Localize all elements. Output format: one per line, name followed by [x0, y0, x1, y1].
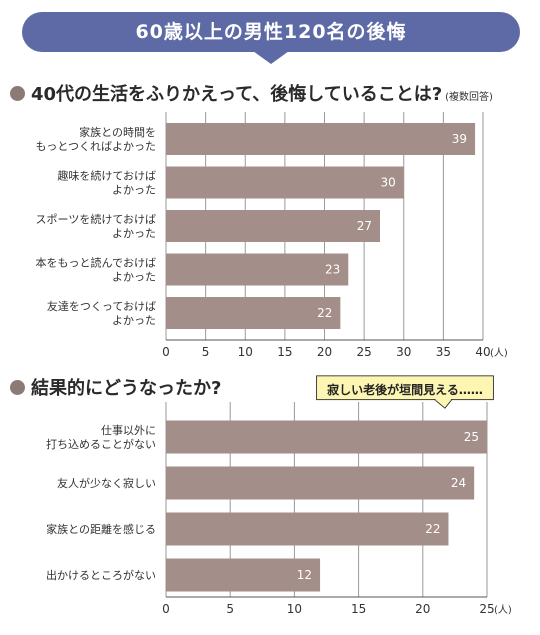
value-label: 12 [297, 568, 312, 582]
bar [166, 210, 380, 242]
section-1-heading: 40代の生活をふりかえって、後悔していることは? [31, 84, 443, 105]
banner-title: 60歳以上の男性120名の後悔 [135, 21, 407, 43]
tick-label: 25 [479, 602, 494, 616]
category-label: よかった [112, 271, 156, 284]
category-label: スポーツを続けておけば [36, 212, 156, 226]
value-label: 27 [357, 219, 372, 233]
section-2-heading: 結果的にどうなったか? [31, 378, 222, 399]
tick-label: 5 [202, 345, 210, 359]
section-1-title: 40代の生活をふりかえって、後悔していることは? (複数回答) [10, 80, 493, 106]
category-label: 友人が少なく寂しい [57, 476, 156, 490]
category-label: 友達をつくっておけば [47, 299, 156, 313]
category-label: よかった [112, 314, 156, 327]
callout-text: 寂しい老後が垣間見える…… [327, 383, 483, 397]
category-label: 出かけるところがない [46, 568, 156, 582]
value-label: 24 [451, 476, 466, 490]
bar [166, 420, 487, 454]
category-label: 家族との距離を感じる [46, 522, 156, 536]
category-label: 本をもっと読んでおけば [36, 256, 156, 270]
bar [166, 466, 475, 500]
category-label: 家族との時間を [79, 125, 156, 139]
bar [166, 512, 449, 546]
tick-label: 0 [162, 345, 170, 359]
bullet-dot-icon [10, 380, 25, 395]
bar [166, 166, 404, 199]
bar [166, 558, 321, 592]
section-1-note: (複数回答) [445, 92, 493, 103]
value-label: 23 [325, 263, 340, 277]
category-label: よかった [112, 184, 156, 197]
callout-bubble [316, 375, 494, 409]
tick-label: 0 [162, 602, 170, 616]
tick-label: 20 [415, 602, 430, 616]
tick-label: 35 [436, 345, 451, 359]
title-banner [22, 12, 520, 64]
unit-label: (人) [494, 604, 512, 616]
category-label: もっとつくればよかった [35, 140, 156, 153]
bar [166, 297, 341, 329]
tick-label: 30 [396, 345, 411, 359]
chart-regrets-40s: 39家族との時間をもっとつくればよかった30趣味を続けておけばよかった27スポー… [35, 112, 508, 359]
tick-label: 10 [238, 345, 253, 359]
category-label: 仕事以外に [101, 424, 156, 437]
category-label: 趣味を続けておけば [57, 169, 156, 183]
tick-label: 40 [475, 345, 490, 359]
value-label: 25 [464, 430, 479, 444]
value-label: 22 [317, 306, 332, 320]
category-label: 打ち込めることがない [46, 437, 156, 451]
tick-label: 20 [317, 345, 332, 359]
section-2-title: 結果的にどうなったか? [10, 374, 221, 400]
bar [166, 123, 476, 155]
tick-label: 25 [356, 345, 371, 359]
value-label: 22 [425, 522, 440, 536]
value-label: 39 [452, 132, 467, 146]
tick-label: 15 [351, 602, 366, 616]
tick-label: 10 [287, 602, 302, 616]
unit-label: (人) [490, 347, 508, 359]
value-label: 30 [380, 176, 395, 190]
bar [166, 253, 349, 286]
tick-label: 5 [226, 602, 234, 616]
category-label: よかった [112, 227, 156, 240]
tick-label: 15 [277, 345, 292, 359]
bullet-dot-icon [10, 86, 25, 101]
